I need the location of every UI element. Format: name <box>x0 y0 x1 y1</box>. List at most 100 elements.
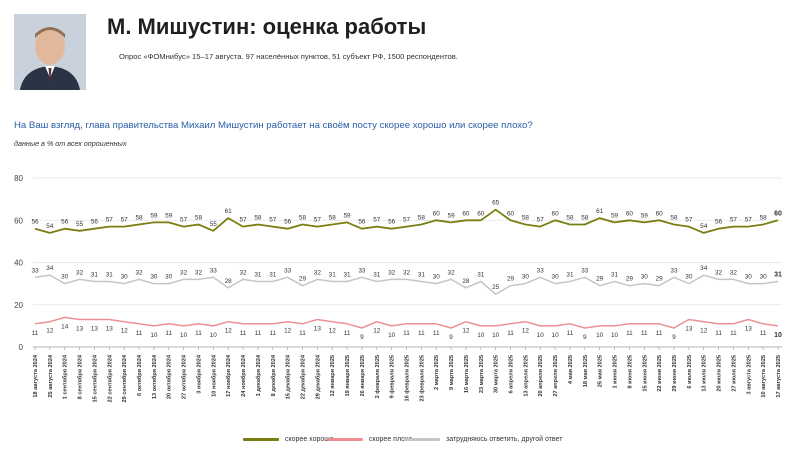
data-label: 57 <box>403 217 411 224</box>
page-title: М. Мишустин: оценка работы <box>107 14 427 39</box>
data-label: 11 <box>344 330 351 337</box>
x-tick-label: 2 марта 2025 <box>434 355 440 390</box>
data-label: 11 <box>403 330 410 337</box>
data-label: 31 <box>774 272 782 279</box>
data-label: 9 <box>360 334 364 341</box>
x-tick-label: 4 мая 2025 <box>568 355 574 384</box>
data-label: 28 <box>462 278 470 285</box>
data-label: 60 <box>433 210 441 217</box>
data-label: 10 <box>150 332 158 339</box>
data-label: 30 <box>61 274 69 281</box>
data-label: 13 <box>91 326 99 333</box>
data-label: 9 <box>449 334 453 341</box>
data-label: 32 <box>730 269 738 276</box>
data-label: 57 <box>269 217 277 224</box>
data-label: 32 <box>76 269 84 276</box>
x-tick-label: 27 июля 2025 <box>731 355 737 392</box>
data-label: 58 <box>418 214 426 221</box>
data-label: 56 <box>388 219 396 226</box>
legend-swatch-good <box>243 438 279 441</box>
data-label: 57 <box>314 217 322 224</box>
series-line-0 <box>34 208 779 234</box>
data-label: 12 <box>462 328 470 335</box>
x-tick-label: 10 ноября 2024 <box>210 354 217 397</box>
data-label: 12 <box>373 328 381 335</box>
data-label: 58 <box>195 214 203 221</box>
data-label: 33 <box>537 267 545 274</box>
x-tick-label: 27 апреля 2025 <box>553 355 559 397</box>
series-line-1 <box>34 316 779 329</box>
data-label: 59 <box>150 212 158 219</box>
data-label: 29 <box>656 276 664 283</box>
data-label: 10 <box>611 332 619 339</box>
x-tick-label: 6 октября 2024 <box>136 354 143 396</box>
x-tick-label: 2 февраля 2025 <box>374 355 381 398</box>
data-label: 57 <box>537 217 545 224</box>
data-label: 61 <box>225 208 233 215</box>
data-label: 33 <box>31 267 39 274</box>
series-line-2 <box>34 274 779 295</box>
data-label: 12 <box>700 328 708 335</box>
data-label: 12 <box>284 328 292 335</box>
data-label: 32 <box>388 269 396 276</box>
data-label: 55 <box>76 221 84 228</box>
y-tick-label: 80 <box>14 174 23 183</box>
y-tick-label: 20 <box>14 301 23 310</box>
data-label: 58 <box>670 214 678 221</box>
x-tick-label: 13 июля 2025 <box>702 355 708 392</box>
data-label: 11 <box>32 330 39 337</box>
data-label: 60 <box>552 210 560 217</box>
x-tick-label: 15 сентября 2024 <box>91 354 98 402</box>
x-tick-label: 29 декабря 2024 <box>314 354 321 399</box>
data-label: 58 <box>135 214 143 221</box>
data-label: 10 <box>388 332 396 339</box>
data-label: 29 <box>507 276 515 283</box>
data-label: 65 <box>492 200 500 207</box>
data-label: 10 <box>210 332 218 339</box>
data-label: 30 <box>685 274 693 281</box>
data-label: 11 <box>299 330 306 337</box>
x-tick-label: 23 марта 2025 <box>479 355 485 393</box>
data-label: 29 <box>299 276 307 283</box>
data-label: 12 <box>121 328 129 335</box>
data-label: 11 <box>715 330 722 337</box>
x-tick-label: 30 марта 2025 <box>494 355 500 393</box>
x-tick-label: 12 января 2025 <box>330 355 336 397</box>
data-label: 10 <box>492 332 500 339</box>
portrait-icon <box>14 14 86 90</box>
line-chart: 0 20 40 60 80 18 августа 2024 25 августа 2024 1… <box>14 174 782 402</box>
data-label: 11 <box>760 330 767 337</box>
data-label: 11 <box>433 330 440 337</box>
x-tick-label: 9 февраля 2025 <box>389 355 396 398</box>
data-label: 55 <box>210 221 218 228</box>
data-label: 10 <box>180 332 188 339</box>
data-label: 31 <box>269 272 277 279</box>
data-label: 56 <box>358 219 366 226</box>
data-label: 56 <box>61 219 69 226</box>
data-label: 60 <box>656 210 664 217</box>
data-label: 30 <box>150 274 158 281</box>
x-tick-label: 27 октября 2024 <box>181 354 188 399</box>
data-label: 12 <box>225 328 233 335</box>
x-tick-label: 16 февраля 2025 <box>404 355 411 402</box>
survey-subtitle: Опрос «ФОМнибус» 15–17 августа. 97 насел… <box>119 52 458 61</box>
data-label: 12 <box>522 328 530 335</box>
data-label: 31 <box>566 272 574 279</box>
data-label: 59 <box>165 212 173 219</box>
x-tick-label: 13 апреля 2025 <box>523 355 529 397</box>
data-label: 32 <box>180 269 188 276</box>
x-tick-label: 22 сентября 2024 <box>106 354 113 402</box>
data-label: 11 <box>626 330 633 337</box>
legend-label-other: затрудняюсь ответить, другой ответ <box>446 436 563 443</box>
x-tick-label: 13 октября 2024 <box>151 354 158 399</box>
data-label: 11 <box>656 330 663 337</box>
data-label: 33 <box>284 267 292 274</box>
data-label: 58 <box>522 214 530 221</box>
x-tick-label: 1 сентября 2024 <box>62 354 69 399</box>
x-tick-label: 15 декабря 2024 <box>285 354 292 399</box>
data-label: 57 <box>106 217 114 224</box>
data-label: 30 <box>552 274 560 281</box>
x-tick-label: 8 июня 2025 <box>627 355 633 389</box>
legend-label-bad: скорее плохо <box>369 436 413 443</box>
data-label: 58 <box>566 214 574 221</box>
